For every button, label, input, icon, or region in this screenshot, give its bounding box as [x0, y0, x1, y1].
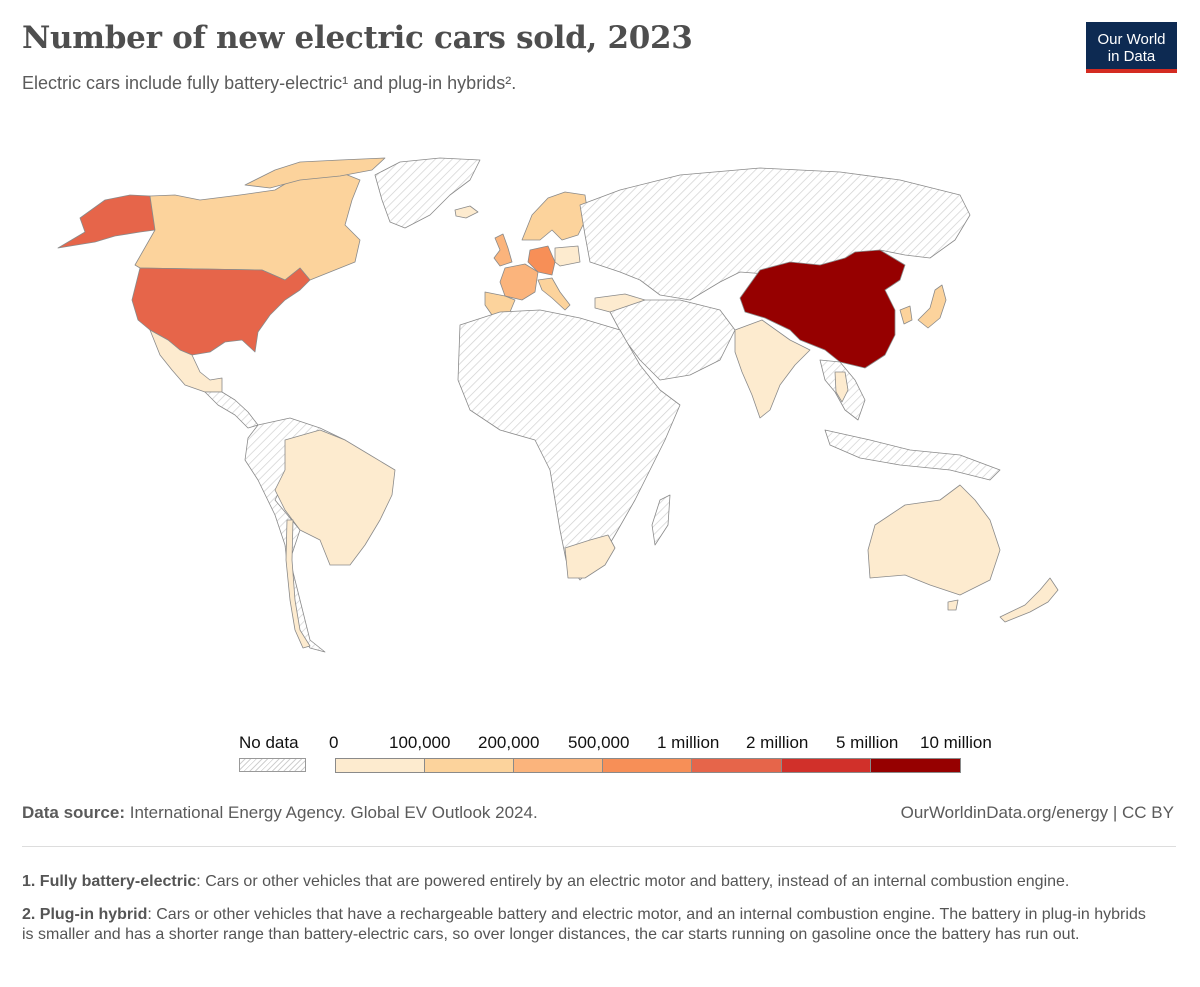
region-middle-east[interactable] — [609, 299, 736, 381]
country-greenland[interactable] — [374, 157, 481, 229]
logo-line-1: Our World — [1097, 31, 1166, 48]
country-chile[interactable] — [285, 519, 311, 649]
footnote-1-label: 1. Fully battery-electric — [22, 873, 197, 890]
region-africa[interactable] — [457, 309, 681, 581]
country-united-kingdom[interactable] — [493, 233, 513, 267]
country-scandinavia[interactable] — [521, 191, 589, 241]
country-south-africa[interactable] — [564, 534, 616, 579]
country-france[interactable] — [499, 263, 539, 301]
world-map — [57, 157, 1059, 653]
legend-bin-4[interactable] — [691, 758, 782, 773]
country-madagascar[interactable] — [651, 494, 671, 546]
footnote-2: 2. Plug-in hybrid: Cars or other vehicle… — [22, 905, 1152, 945]
legend-tick-3: 500,000 — [568, 733, 630, 752]
footnote-2-label: 2. Plug-in hybrid — [22, 906, 148, 923]
legend-no-data-label: No data — [239, 733, 299, 752]
country-thailand[interactable] — [834, 371, 849, 403]
country-china[interactable] — [739, 249, 906, 369]
region-central-america[interactable] — [204, 391, 259, 429]
data-source: Data source: International Energy Agency… — [22, 803, 538, 823]
country-canada-islands[interactable] — [244, 157, 386, 189]
logo-line-2: in Data — [1107, 48, 1156, 65]
chart-title: Number of new electric cars sold, 2023 — [22, 20, 693, 56]
legend-bin-0[interactable] — [335, 758, 425, 773]
legend-tick-0: 0 — [329, 733, 339, 752]
legend-no-data-swatch — [239, 758, 306, 772]
footnote-1: 1. Fully battery-electric: Cars or other… — [22, 872, 1152, 892]
legend-tick-6: 5 million — [836, 733, 899, 752]
logo-accent-bar — [1086, 69, 1177, 73]
legend-tick-5: 2 million — [746, 733, 809, 752]
country-brazil[interactable] — [274, 429, 396, 566]
legend-bin-2[interactable] — [513, 758, 603, 773]
country-australia[interactable] — [867, 484, 1001, 596]
country-japan[interactable] — [917, 284, 947, 329]
country-iceland[interactable] — [454, 205, 479, 219]
legend-tick-4: 1 million — [657, 733, 720, 752]
legend-bin-3[interactable] — [602, 758, 692, 773]
country-alaska[interactable] — [57, 194, 156, 249]
country-indonesia[interactable] — [824, 429, 1001, 481]
legend-bin-5[interactable] — [781, 758, 871, 773]
source-label: Data source: — [22, 803, 125, 822]
legend-tick-1: 100,000 — [389, 733, 451, 752]
country-mexico[interactable] — [149, 329, 223, 393]
credit-link[interactable]: OurWorldinData.org/energy | CC BY — [900, 803, 1174, 822]
footnote-1-text: : Cars or other vehicles that are powere… — [196, 873, 1070, 890]
country-tasmania[interactable] — [947, 599, 959, 611]
country-italy[interactable] — [537, 277, 571, 311]
country-germany[interactable] — [527, 245, 556, 276]
footer-divider — [22, 846, 1176, 847]
footnote-2-text: : Cars or other vehicles that have a rec… — [22, 906, 1146, 943]
country-new-zealand[interactable] — [999, 577, 1059, 623]
chart-subtitle: Electric cars include fully battery-elec… — [22, 73, 517, 93]
legend-bin-1[interactable] — [424, 758, 514, 773]
source-text[interactable]: International Energy Agency. Global EV O… — [129, 803, 538, 822]
legend-bin-6[interactable] — [870, 758, 961, 773]
owid-logo[interactable]: Our World in Data — [1086, 22, 1177, 73]
country-poland[interactable] — [554, 245, 581, 267]
country-india[interactable] — [734, 319, 811, 419]
country-south-korea[interactable] — [899, 305, 913, 325]
legend-tick-2: 200,000 — [478, 733, 540, 752]
legend-tick-7: 10 million — [920, 733, 992, 752]
